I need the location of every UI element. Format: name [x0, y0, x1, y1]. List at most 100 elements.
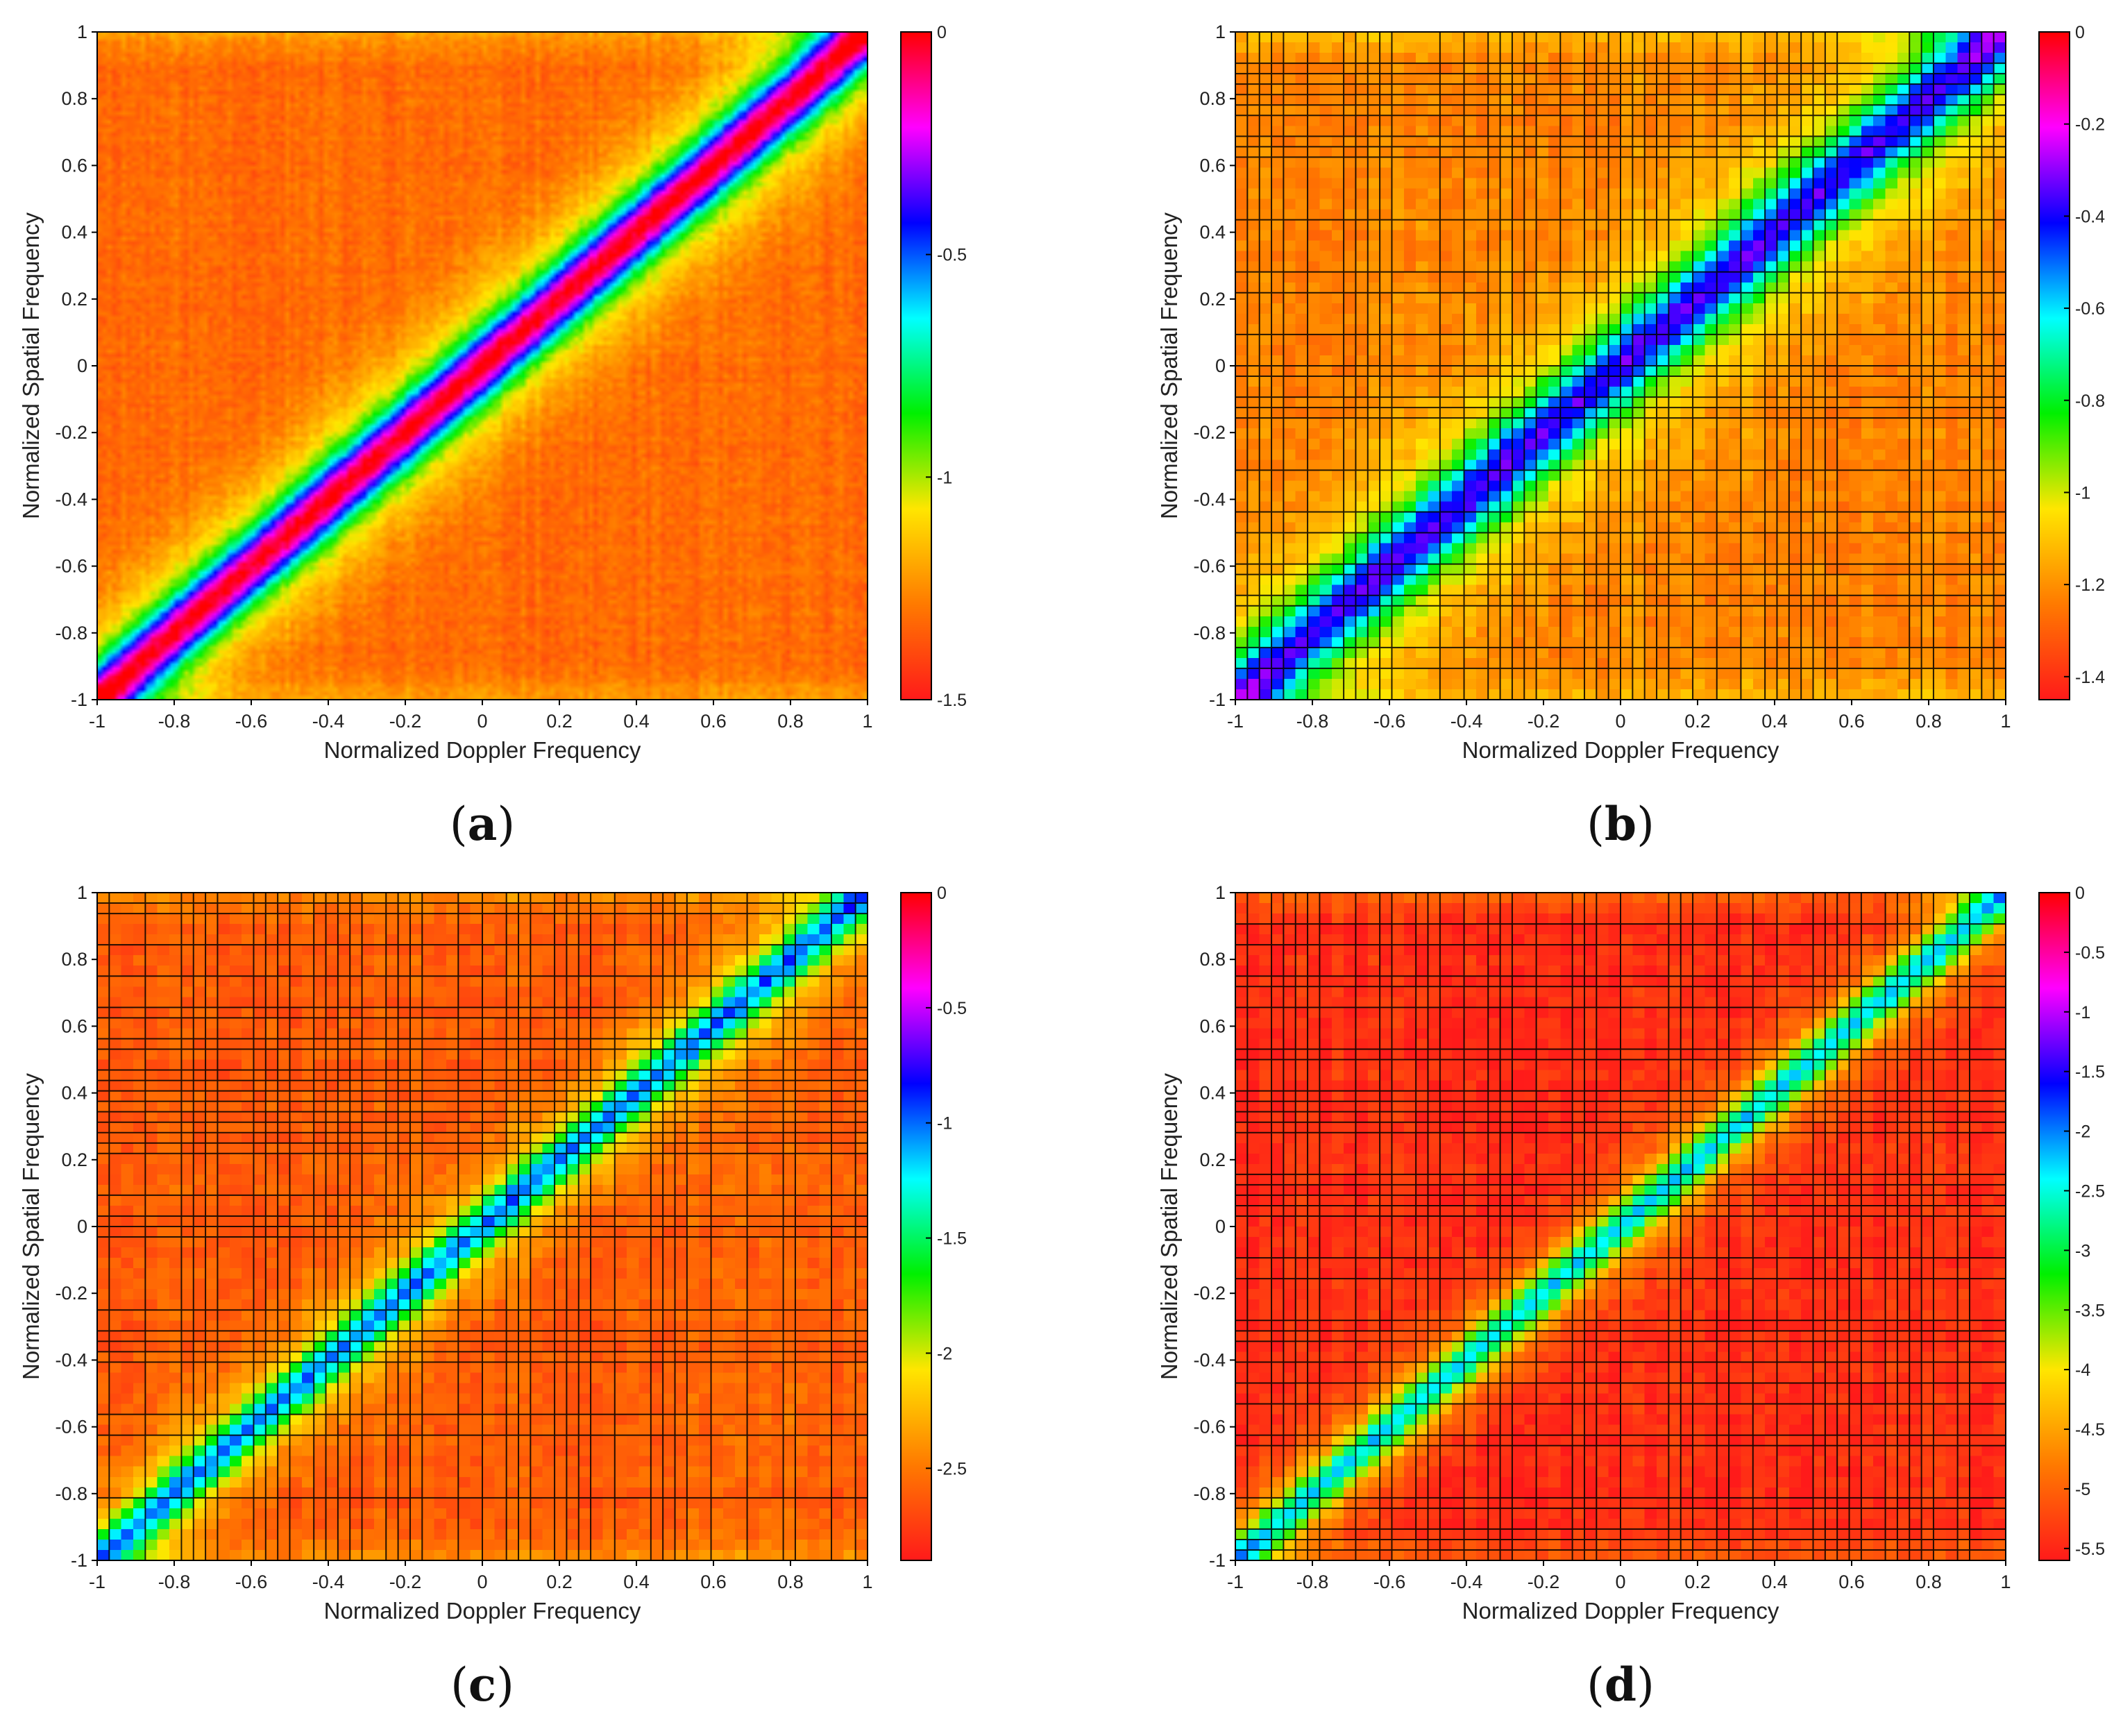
x-tick-label: 1: [2000, 1571, 2011, 1592]
y-tick-label: -0.6: [1193, 556, 1226, 577]
colorbar-tick-label: -0.4: [2075, 207, 2105, 226]
y-tick-label: 0: [77, 355, 87, 376]
y-tick-label: -0.6: [55, 556, 87, 577]
caption-letter: d: [1605, 1658, 1636, 1712]
x-tick-label: -0.6: [235, 1571, 268, 1592]
y-tick-label: -1: [1209, 1550, 1226, 1571]
y-tick-label: 0.6: [1199, 1016, 1226, 1036]
x-tick-label: -0.8: [158, 711, 191, 732]
caption-letter: b: [1605, 797, 1636, 851]
y-tick-label: 1: [77, 22, 87, 42]
colorbar-tick-label: -1.5: [937, 1229, 967, 1249]
colorbar-tick-label: -0.5: [937, 246, 967, 265]
x-tick-label: -0.8: [1296, 711, 1329, 732]
colorbar-tick-label: -1.5: [937, 691, 967, 710]
panel-caption: (c): [450, 1658, 514, 1712]
caption-open: (: [1587, 1658, 1605, 1712]
x-tick-label: 0.8: [1915, 1571, 1942, 1592]
colorbar-tick-label: -0.6: [2075, 299, 2105, 319]
caption-letter: a: [468, 797, 498, 851]
y-tick-label: -0.2: [55, 1283, 87, 1304]
y-axis-label: Normalized Spatial Frequency: [18, 212, 44, 519]
x-tick-label: 0: [1615, 1571, 1625, 1592]
caption-close: ): [1636, 798, 1655, 851]
x-tick-label: -1: [89, 711, 105, 732]
colorbar-tick-label: -0.2: [2075, 115, 2105, 135]
x-tick-label: 0: [1615, 711, 1625, 732]
x-tick-label: -0.2: [1528, 711, 1560, 732]
y-tick-label: -0.4: [1193, 1349, 1226, 1370]
y-tick-label: -0.4: [55, 489, 87, 509]
x-tick-label: 0.4: [1761, 711, 1788, 732]
x-tick-label: -0.2: [1528, 1571, 1560, 1592]
x-tick-label: -0.6: [235, 711, 268, 732]
colorbar-tick-label: -1: [2075, 483, 2090, 503]
y-tick-label: 0.2: [1199, 289, 1226, 310]
x-tick-label: 0.2: [1684, 1571, 1711, 1592]
x-tick-label: -0.4: [1450, 1571, 1483, 1592]
y-axis-label: Normalized Spatial Frequency: [1156, 1072, 1182, 1380]
chart-panel-d: -1 -0.8 -0.6 -0.4 -0.2 0 0.2 0.4 0.6 0.8 1 1 0.8 0.6 0…: [1156, 882, 2105, 1712]
y-tick-label: -1: [71, 689, 87, 710]
x-tick-label: 0.8: [777, 711, 804, 732]
colorbar-tick-label: -0.5: [2075, 943, 2105, 963]
x-tick-label: 0.8: [1915, 711, 1942, 732]
x-axis-label: Normalized Doppler Frequency: [1462, 1598, 1779, 1624]
y-tick-label: -0.2: [1193, 422, 1226, 443]
x-tick-label: -0.2: [389, 711, 422, 732]
colorbar-b: [2038, 31, 2070, 700]
x-tick-label: 0: [477, 711, 487, 732]
y-tick-label: 0.2: [61, 1149, 87, 1170]
x-tick-label: 0.2: [1684, 711, 1711, 732]
y-tick-label: 0.4: [61, 1083, 87, 1104]
x-tick-label: 0.6: [1838, 1571, 1865, 1592]
x-tick-label: 0.4: [1761, 1571, 1788, 1592]
x-tick-label: -0.4: [312, 1571, 345, 1592]
x-tick-label: 0.6: [700, 711, 727, 732]
colorbar-tick-label: -0.5: [937, 999, 967, 1018]
chart-panel-a: -1 -0.8 -0.6 -0.4 -0.2 0 0.2 0.4 0.6 0.8 1 1 0.8 0.6 0…: [18, 22, 967, 851]
colorbar-tick-label: -1.4: [2075, 668, 2105, 687]
chart-panel-c: -1 -0.8 -0.6 -0.4 -0.2 0 0.2 0.4 0.6 0.8 1 1 0.8 0.6 0…: [18, 882, 967, 1712]
y-tick-label: -0.6: [1193, 1417, 1226, 1438]
colorbar-tick-label: -2: [2075, 1122, 2090, 1142]
y-tick-label: 0.2: [1199, 1149, 1226, 1170]
x-tick-label: 1: [862, 711, 872, 732]
x-tick-label: 0.8: [777, 1571, 804, 1592]
colorbar-tick-label: 0: [2075, 23, 2085, 42]
x-tick-label: 0: [477, 1571, 487, 1592]
x-axis-label: Normalized Doppler Frequency: [324, 1598, 641, 1624]
y-tick-label: -1: [1209, 689, 1226, 710]
caption-open: (: [1587, 798, 1605, 851]
x-tick-label: -1: [1227, 1571, 1244, 1592]
caption-letter: c: [468, 1658, 496, 1712]
x-tick-label: -0.6: [1373, 711, 1406, 732]
x-tick-label: 0.4: [623, 711, 650, 732]
colorbar-tick-label: -0.8: [2075, 391, 2105, 411]
heatmap-gridlines-c: [97, 893, 868, 1560]
x-axis-label: Normalized Doppler Frequency: [1462, 737, 1779, 763]
y-tick-label: 0: [1215, 1216, 1226, 1237]
y-tick-label: -0.4: [1193, 489, 1226, 509]
caption-open: (: [450, 1658, 468, 1712]
colorbar-tick-label: -4: [2075, 1360, 2090, 1380]
y-tick-label: 0.8: [61, 949, 87, 970]
y-tick-label: 0.6: [1199, 155, 1226, 176]
y-tick-label: -0.4: [55, 1349, 87, 1370]
colorbar-tick-label: 0: [937, 884, 947, 903]
x-tick-label: 1: [862, 1571, 872, 1592]
y-tick-label: 0.6: [61, 155, 87, 176]
y-tick-label: 0.8: [1199, 949, 1226, 970]
y-tick-label: -0.2: [55, 422, 87, 443]
y-tick-label: 0.8: [1199, 88, 1226, 109]
y-tick-label: -1: [71, 1550, 87, 1571]
colorbar-tick-label: -5: [2075, 1480, 2090, 1499]
panel-caption: (b): [1587, 797, 1655, 851]
caption-close: ): [497, 798, 515, 851]
colorbar-tick-label: -3.5: [2075, 1301, 2105, 1320]
colorbar-tick-label: -2.5: [2075, 1181, 2105, 1201]
y-tick-label: 1: [1215, 22, 1226, 42]
x-tick-label: 0.6: [700, 1571, 727, 1592]
colorbar-tick-label: -2: [937, 1344, 952, 1363]
